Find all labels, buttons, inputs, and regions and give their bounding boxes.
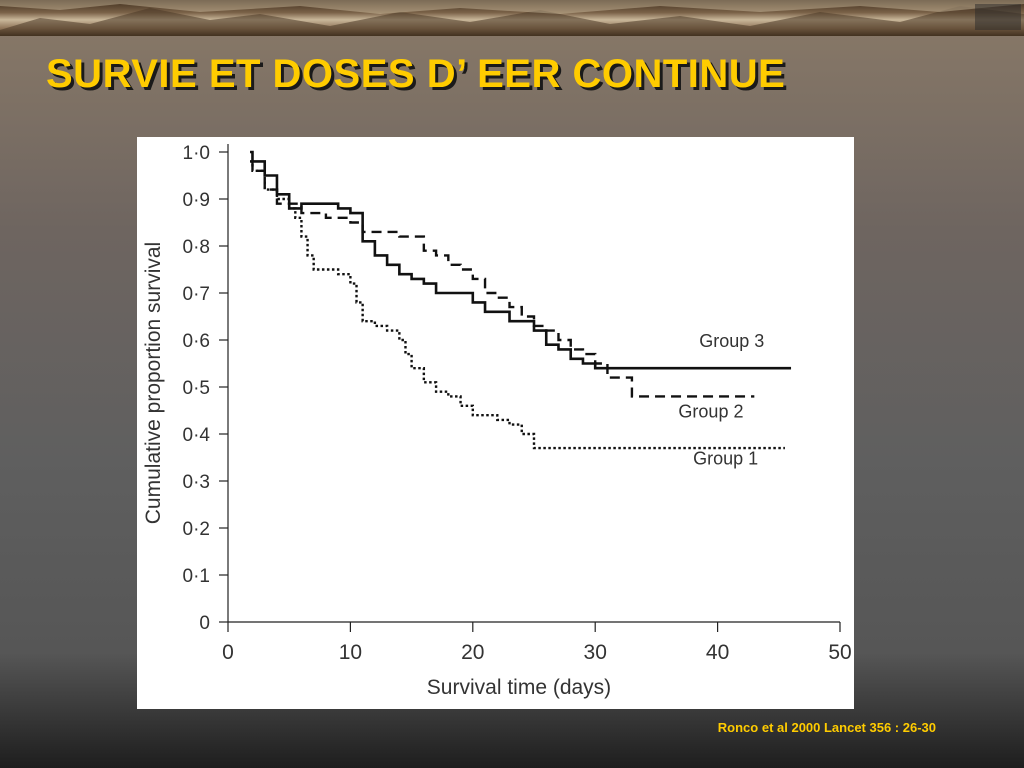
survival-chart: 0 0·1 0·2 0·3 0·4 0·5 0·6 0·7 0·8 0·9 1·0 0 10 20 30 40… (142, 143, 852, 699)
landscape-banner-icon (0, 0, 1024, 36)
citation: Ronco et al 2000 Lancet 356 : 26-30 (717, 720, 936, 735)
y-tick-label: 0·1 (183, 566, 210, 587)
y-tick-label: 0·9 (183, 190, 210, 211)
y-tick-label: 0·2 (183, 519, 210, 540)
y-tick-label: 0·4 (183, 425, 211, 446)
slide-title: SURVIE ET DOSES D’ EER CONTINUE (46, 52, 786, 96)
series-line-group-1 (250, 160, 785, 450)
x-tick-label: 40 (706, 641, 729, 664)
y-tick-label: 0·8 (183, 237, 210, 258)
series-line-group-3 (250, 150, 792, 370)
series-annotation-label: Group 1 (693, 449, 758, 469)
series-annotation-label: Group 2 (678, 402, 743, 422)
decorative-banner (0, 0, 1024, 36)
x-tick-label: 20 (461, 641, 484, 664)
survival-chart-panel: 0 0·1 0·2 0·3 0·4 0·5 0·6 0·7 0·8 0·9 1·0 0 10 20 30 40… (137, 137, 854, 709)
y-tick-label: 0 (199, 613, 210, 634)
y-tick-label: 0·6 (183, 331, 210, 352)
x-tick-label: 30 (584, 641, 607, 664)
y-axis-label: Cumulative proportion survival (142, 242, 165, 524)
y-tick-label: 0·7 (183, 284, 210, 305)
x-axis-label: Survival time (days) (427, 676, 611, 699)
y-tick-label: 0·5 (183, 378, 210, 399)
y-tick-label: 0·3 (183, 472, 210, 493)
y-tick-label: 1·0 (183, 143, 210, 164)
x-tick-label: 50 (828, 641, 851, 664)
x-tick-label: 0 (222, 641, 234, 664)
series-annotation-label: Group 3 (699, 331, 764, 351)
x-tick-label: 10 (339, 641, 362, 664)
series-line-group-2 (250, 160, 755, 398)
